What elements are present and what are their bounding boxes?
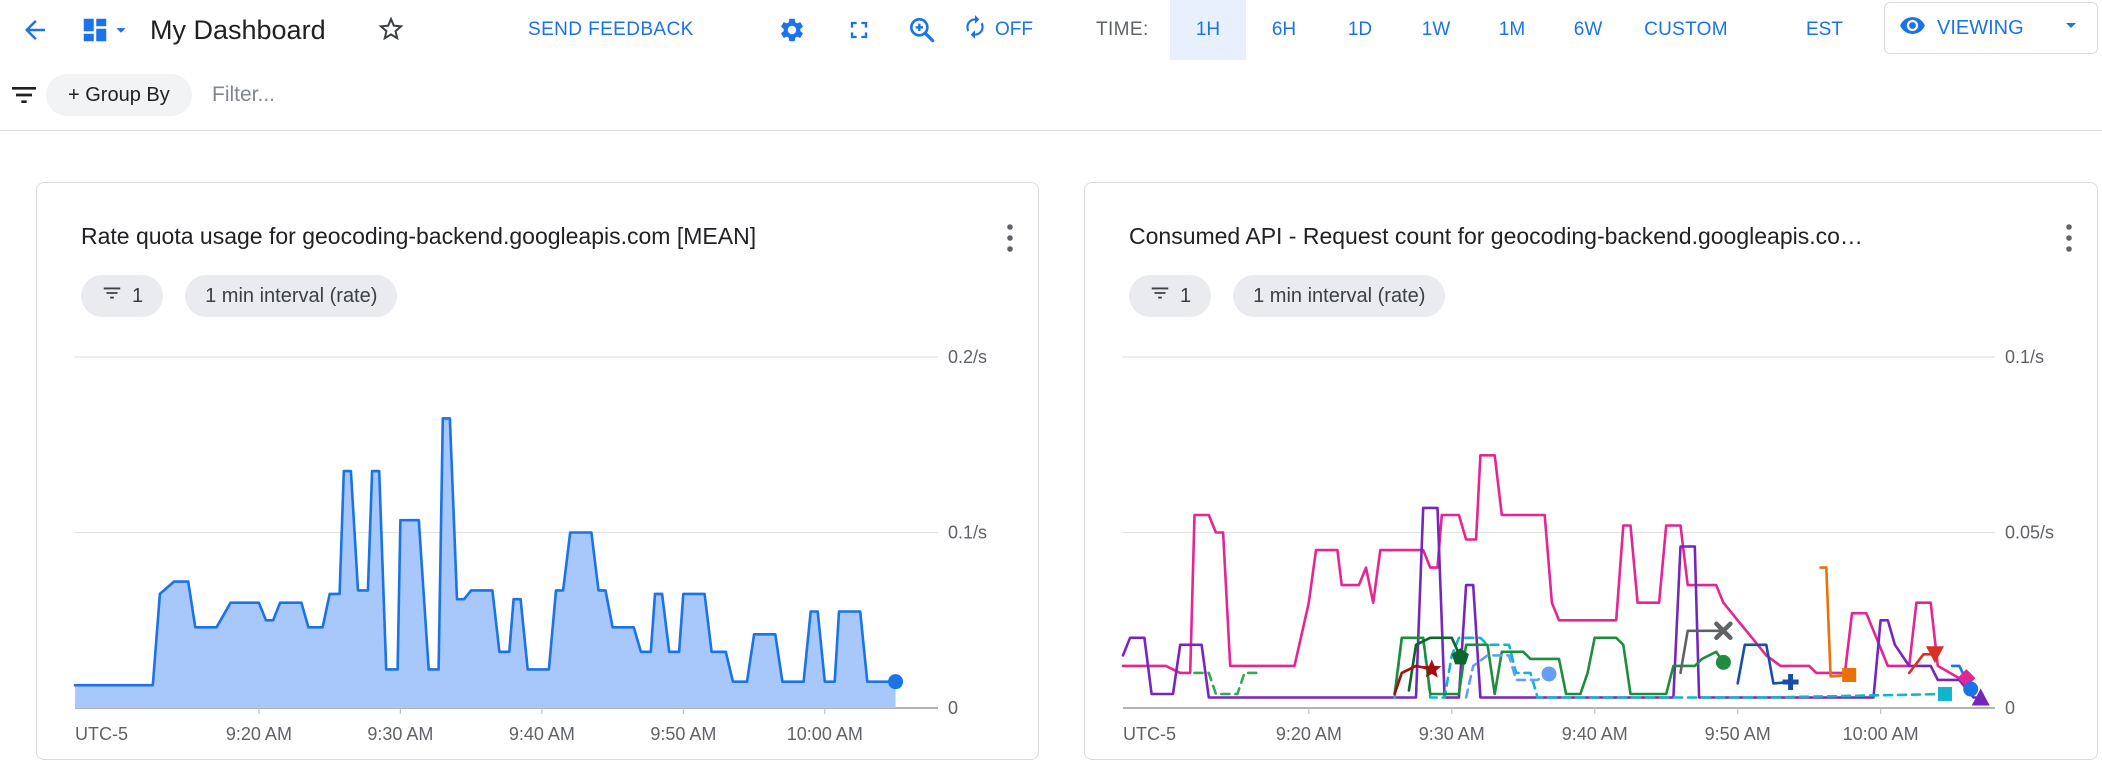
svg-text:9:50 AM: 9:50 AM [650, 724, 716, 744]
chevron-down-icon [2059, 13, 2083, 43]
time-range-group: 1H 6H 1D 1W 1M 6W CUSTOM [1170, 0, 1746, 60]
filter-icon [1149, 282, 1171, 310]
time-range-1m[interactable]: 1M [1474, 0, 1550, 60]
chart-card-consumed-api: Consumed API - Request count for geocodi… [1084, 182, 2098, 760]
favorite-star-button[interactable] [376, 14, 406, 44]
filter-icon [101, 282, 123, 310]
chip-row: 1 1 min interval (rate) [81, 275, 398, 317]
timezone-label: EST [1806, 19, 1843, 40]
time-range-1h[interactable]: 1H [1170, 0, 1246, 60]
svg-text:0.1/s: 0.1/s [948, 523, 987, 543]
filter-list-icon [8, 79, 40, 116]
chip-row: 1 1 min interval (rate) [1129, 275, 1446, 317]
time-range-1w[interactable]: 1W [1398, 0, 1474, 60]
chart-card-rate-quota: Rate quota usage for geocoding-backend.g… [36, 182, 1039, 760]
svg-text:9:40 AM: 9:40 AM [1562, 724, 1628, 744]
rate-quota-chart[interactable]: 0.2/s 0.1/s 0 9:20 AM 9:30 AM 9:40 AM 9:50 AM 1… [37, 333, 1040, 753]
time-range-6h[interactable]: 6H [1246, 0, 1322, 60]
gear-icon [778, 16, 806, 44]
fullscreen-icon [845, 16, 873, 44]
vertical-dots-icon [2065, 224, 2073, 257]
auto-refresh-button[interactable]: OFF [962, 0, 1033, 60]
svg-text:UTC-5: UTC-5 [75, 724, 128, 744]
fullscreen-button[interactable] [845, 16, 873, 44]
svg-text:9:40 AM: 9:40 AM [509, 724, 575, 744]
svg-text:9:30 AM: 9:30 AM [1419, 724, 1485, 744]
dashboard-grid-icon [80, 15, 110, 50]
svg-text:0.1/s: 0.1/s [2005, 347, 2044, 367]
time-range-custom[interactable]: CUSTOM [1626, 0, 1746, 60]
viewing-button[interactable]: VIEWING [1884, 2, 2098, 54]
filter-count-chip[interactable]: 1 [81, 275, 164, 317]
svg-text:9:20 AM: 9:20 AM [226, 724, 292, 744]
filter-input[interactable]: Filter... [212, 83, 276, 106]
svg-text:9:30 AM: 9:30 AM [367, 724, 433, 744]
interval-chip[interactable]: 1 min interval (rate) [1233, 275, 1446, 317]
filter-toolbar: + Group By Filter... [0, 60, 2102, 131]
svg-text:UTC-5: UTC-5 [1123, 724, 1176, 744]
filter-count-chip[interactable]: 1 [1129, 275, 1212, 317]
magnifier-zoom-icon [906, 14, 938, 46]
vertical-dots-icon [1006, 224, 1014, 257]
filter-count: 1 [1180, 284, 1192, 307]
back-arrow-icon [20, 15, 50, 45]
send-feedback-link[interactable]: SEND FEEDBACK [528, 19, 694, 40]
interval-chip[interactable]: 1 min interval (rate) [185, 275, 398, 317]
header: My Dashboard SEND FEEDBACK [0, 0, 2102, 61]
zoom-button[interactable] [906, 14, 938, 46]
more-options-button[interactable] [2059, 217, 2079, 264]
svg-text:0.05/s: 0.05/s [2005, 523, 2054, 543]
chart-title: Consumed API - Request count for geocodi… [1129, 223, 1863, 249]
svg-text:10:00 AM: 10:00 AM [1843, 724, 1919, 744]
svg-text:0.2/s: 0.2/s [948, 347, 987, 367]
viewing-label: VIEWING [1937, 16, 2024, 39]
time-range-6w[interactable]: 6W [1550, 0, 1626, 60]
star-outline-icon [376, 14, 406, 44]
chevron-down-icon [110, 19, 132, 46]
svg-text:9:50 AM: 9:50 AM [1705, 724, 1771, 744]
eye-icon [1899, 12, 1926, 45]
consumed-api-chart[interactable]: 0.1/s 0.05/s 0 9:20 AM 9:30 AM 9:40 AM 9:50 AM… [1085, 333, 2097, 753]
svg-text:0: 0 [948, 698, 958, 718]
back-button[interactable] [20, 15, 50, 45]
filter-count: 1 [132, 284, 144, 307]
svg-text:0: 0 [2005, 698, 2015, 718]
refresh-icon [962, 14, 988, 46]
svg-text:10:00 AM: 10:00 AM [787, 724, 863, 744]
dashboard-selector-button[interactable] [80, 15, 132, 50]
page-title: My Dashboard [150, 15, 326, 45]
chart-title: Rate quota usage for geocoding-backend.g… [81, 223, 757, 249]
more-options-button[interactable] [1000, 217, 1020, 264]
svg-text:9:20 AM: 9:20 AM [1276, 724, 1342, 744]
group-by-chip[interactable]: + Group By [46, 74, 192, 116]
time-range-1d[interactable]: 1D [1322, 0, 1398, 60]
settings-button[interactable] [778, 16, 806, 44]
time-label: TIME: [1096, 19, 1149, 40]
refresh-state-label: OFF [995, 19, 1033, 40]
